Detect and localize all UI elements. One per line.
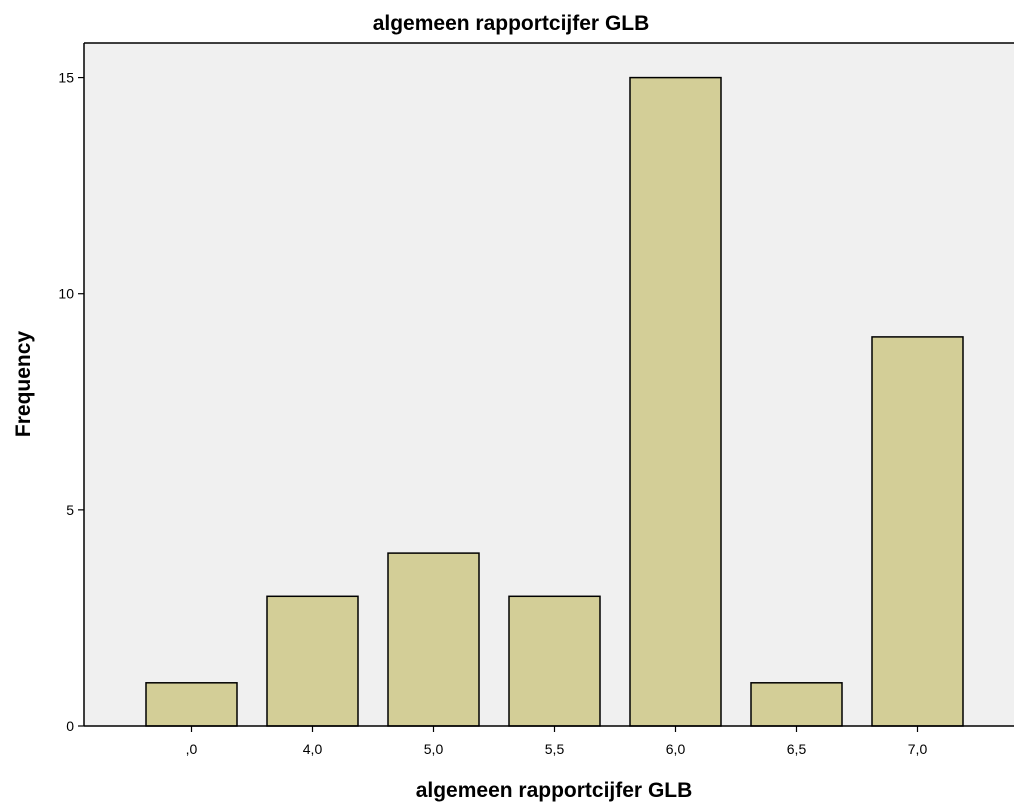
- bar-1: [145, 682, 238, 727]
- x-tick-label: 5,5: [545, 741, 565, 757]
- bars-group: [145, 76, 964, 727]
- x-tick-label: 6,5: [787, 741, 807, 757]
- bar-2: [266, 595, 359, 727]
- y-axis-title: Frequency: [12, 331, 35, 438]
- bar-7: [871, 336, 964, 727]
- y-tick-label: 5: [66, 502, 74, 518]
- x-axis-title: algemeen rapportcijfer GLB: [416, 779, 693, 802]
- y-tick-label: 15: [58, 70, 74, 86]
- bar-4: [508, 595, 601, 727]
- bar-6: [750, 682, 843, 727]
- x-ticks-group: ,0 4,0 5,0 5,5 6,0 6,5 7,0: [186, 726, 928, 757]
- x-tick-label: 5,0: [424, 741, 444, 757]
- y-tick-label: 0: [66, 718, 74, 734]
- x-tick-label: 7,0: [908, 741, 928, 757]
- y-tick-label: 10: [58, 286, 74, 302]
- y-ticks-group: 0 5 10 15: [58, 70, 84, 734]
- x-tick-label: 4,0: [303, 741, 323, 757]
- chart-title: algemeen rapportcijfer GLB: [373, 12, 650, 35]
- x-tick-label: 6,0: [666, 741, 686, 757]
- x-tick-label: ,0: [186, 741, 198, 757]
- bar-3: [387, 552, 480, 727]
- bar-5: [629, 76, 722, 727]
